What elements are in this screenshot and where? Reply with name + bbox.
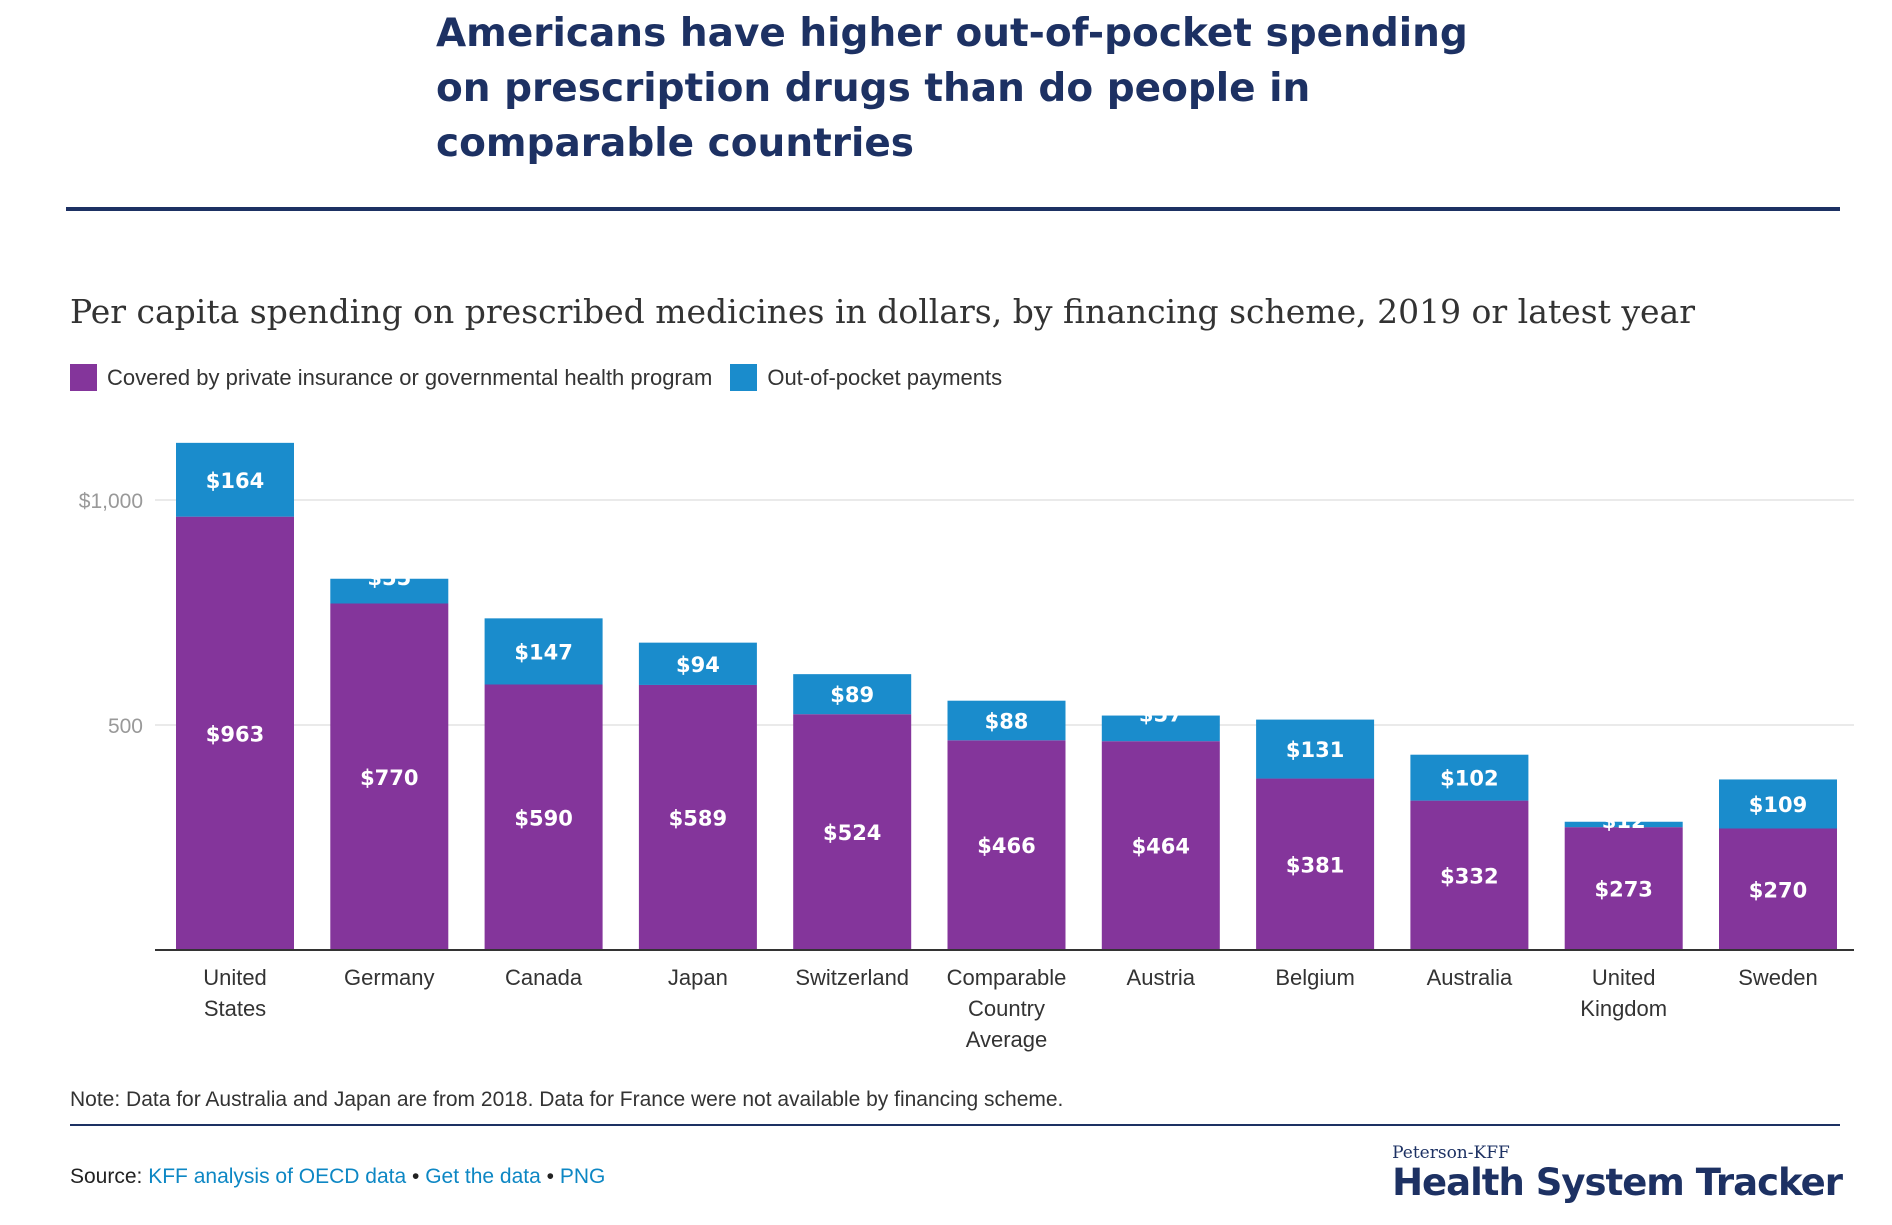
data-label-out-of-pocket: $57 [1139,703,1183,727]
bar-out-of-pocket [1410,754,1529,801]
x-category-label: Germany [344,965,434,990]
x-category-label: Sweden [1738,965,1818,990]
data-label-out-of-pocket: $131 [1286,738,1344,762]
source-prefix: Source: [70,1165,149,1188]
data-label-covered: $464 [1132,835,1190,859]
data-label-covered: $524 [823,821,881,845]
brand-small-text: Peterson-KFF [1392,1143,1510,1163]
data-label-out-of-pocket: $164 [206,469,264,493]
data-label-out-of-pocket: $147 [514,640,572,664]
x-category-label: States [204,996,266,1021]
bar-out-of-pocket [793,674,912,715]
x-category-label: Average [966,1027,1048,1052]
bar-covered [176,516,294,950]
bar-covered [1719,828,1837,950]
x-category-label: Japan [668,965,728,990]
footer-divider [70,1124,1840,1126]
x-category-label: United [203,965,267,990]
x-category-label: Austria [1127,965,1196,990]
x-category-label: Australia [1427,965,1513,990]
source-separator: • [406,1165,426,1188]
bar-covered [947,740,1066,950]
bar-covered [330,603,449,950]
data-label-covered: $963 [206,722,264,746]
bar-out-of-pocket [1256,719,1375,779]
legend: Covered by private insurance or governme… [70,364,1020,391]
x-category-label: Kingdom [1580,996,1667,1021]
chart-note: Note: Data for Australia and Japan are f… [70,1088,1064,1111]
bar-out-of-pocket [484,618,603,685]
bar-out-of-pocket [1564,821,1683,828]
brand-logo[interactable]: Peterson-KFF Health System Tracker [1392,1143,1843,1204]
x-category-label: Switzerland [795,965,909,990]
brand-big-text: Health System Tracker [1392,1161,1843,1204]
header-divider [66,207,1840,211]
legend-item-covered[interactable]: Covered by private insurance or governme… [70,364,712,391]
x-category-label: Canada [505,965,583,990]
legend-label-out-of-pocket: Out-of-pocket payments [767,364,1003,390]
data-label-covered: $466 [977,834,1035,858]
data-label-covered: $381 [1286,853,1344,877]
chart-subtitle: Per capita spending on prescribed medici… [70,292,1696,331]
data-label-out-of-pocket: $102 [1440,767,1498,791]
data-label-covered: $770 [360,766,418,790]
bar-out-of-pocket [176,442,294,517]
y-tick-label: 500 [108,715,143,738]
source-separator: • [540,1165,560,1188]
data-label-covered: $270 [1749,878,1807,902]
data-label-out-of-pocket: $12 [1602,809,1646,833]
x-category-label: Comparable [947,965,1067,990]
bar-covered [1256,778,1375,950]
bar-covered [1410,800,1529,950]
data-label-out-of-pocket: $88 [985,710,1029,734]
data-label-out-of-pocket: $109 [1749,793,1807,817]
bar-covered [484,684,603,950]
data-label-out-of-pocket: $89 [830,683,874,707]
source-link-oecd[interactable]: KFF analysis of OECD data [148,1165,407,1188]
legend-swatch-covered [70,364,97,391]
x-category-label: Belgium [1275,965,1354,990]
data-label-covered: $273 [1594,878,1652,902]
x-category-label: Country [968,996,1045,1021]
bar-out-of-pocket [947,700,1066,741]
data-label-covered: $590 [514,806,572,830]
x-category-label: United [1592,965,1656,990]
png-link[interactable]: PNG [559,1165,606,1188]
bar-out-of-pocket [1101,715,1220,742]
bar-covered [793,714,912,950]
bar-out-of-pocket [638,642,757,685]
bar-covered [1564,827,1683,950]
data-label-out-of-pocket: $94 [676,653,720,677]
bar-covered [638,684,757,950]
bar-out-of-pocket [330,578,449,604]
data-label-covered: $589 [669,806,727,830]
data-label-out-of-pocket: $55 [367,566,411,590]
legend-label-covered: Covered by private insurance or governme… [107,364,713,390]
source-line: Source: KFF analysis of OECD data • Get … [70,1165,605,1189]
bar-out-of-pocket [1719,779,1837,829]
legend-swatch-out-of-pocket [730,364,758,391]
legend-item-out-of-pocket[interactable]: Out-of-pocket payments [730,364,1002,391]
data-label-covered: $332 [1440,864,1498,888]
bar-covered [1101,741,1220,950]
chart-headline: Americans have higher out-of-pocket spen… [436,11,1468,166]
y-tick-label: $1,000 [79,490,143,513]
get-the-data-link[interactable]: Get the data [425,1165,541,1188]
